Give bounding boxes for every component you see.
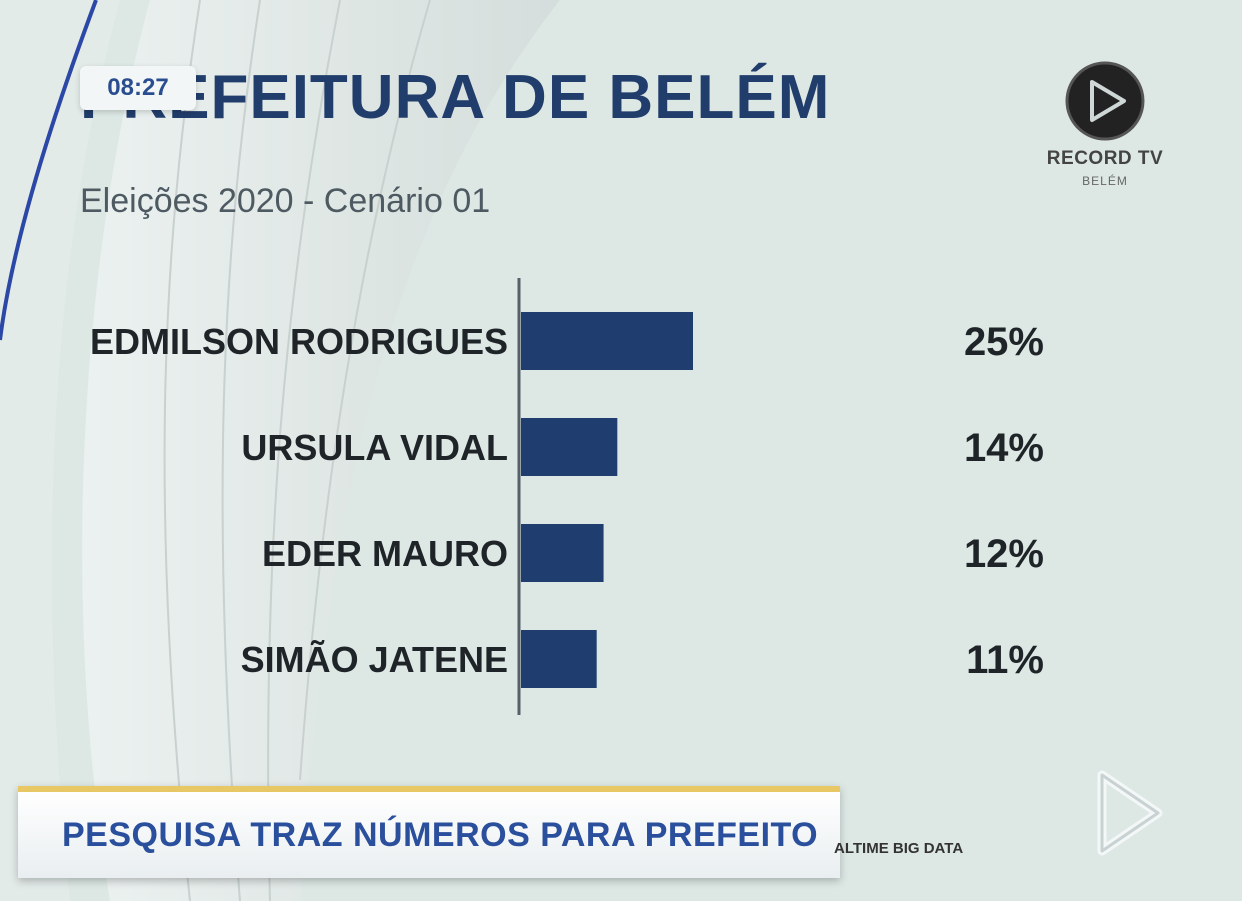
value-label-1: 25% (964, 320, 1044, 364)
value-label-2: 14% (964, 426, 1044, 470)
category-label-2: URSULA VIDAL (241, 427, 508, 468)
clock-time: 08:27 (107, 74, 169, 101)
ticker-headline: PESQUISA TRAZ NÚMEROS PARA PREFEITO (62, 815, 819, 854)
logo-region: BELÉM (1082, 174, 1128, 188)
category-label-1: EDMILSON RODRIGUES (90, 321, 508, 362)
value-label-3: 12% (964, 532, 1044, 576)
bar-2 (521, 418, 618, 476)
clock-badge: 08:27 (80, 66, 196, 110)
page-title: PREFEITURA DE BELÉM (80, 63, 831, 132)
logo-name: RECORD TV (1046, 148, 1164, 169)
bar-1 (521, 312, 693, 370)
bar-chart: EDMILSON RODRIGUES 25% URSULA VIDAL 14% EDER… (90, 278, 1044, 715)
bar-3 (521, 524, 604, 582)
category-label-4: SIMÃO JATENE (241, 638, 508, 680)
category-label-3: EDER MAURO (262, 533, 508, 574)
value-label-4: 11% (966, 638, 1044, 682)
bar-4 (521, 630, 597, 688)
play-icon (1097, 770, 1163, 856)
source-label: ALTIME BIG DATA (834, 840, 964, 857)
record-tv-logo-icon (1065, 61, 1145, 141)
channel-logo: RECORD TV BELÉM (1040, 58, 1170, 228)
news-ticker: PESQUISA TRAZ NÚMEROS PARA PREFEITO (18, 786, 840, 878)
page-subtitle: Eleições 2020 - Cenário 01 (80, 182, 491, 220)
